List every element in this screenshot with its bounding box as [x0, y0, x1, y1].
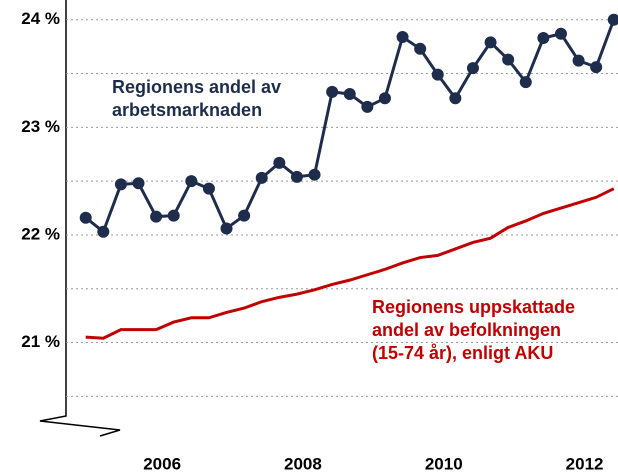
- point: [79, 211, 92, 224]
- x-tick-label: 2006: [143, 454, 181, 473]
- point: [572, 54, 585, 67]
- series-label: Regionens uppskattade: [372, 297, 575, 317]
- series-label: Regionens andel av: [112, 77, 281, 97]
- point: [132, 177, 145, 190]
- point: [326, 85, 339, 98]
- point: [607, 13, 618, 26]
- y-tick-label: 22 %: [21, 224, 60, 243]
- point: [343, 87, 356, 100]
- point: [273, 156, 286, 169]
- point: [537, 32, 550, 45]
- point: [220, 222, 233, 235]
- point: [431, 68, 444, 81]
- point: [97, 225, 110, 238]
- series-label: arbetsmarknaden: [112, 100, 262, 120]
- x-tick-label: 2008: [284, 454, 322, 473]
- y-tick-label: 24 %: [21, 9, 60, 28]
- point: [114, 178, 127, 191]
- point: [308, 168, 321, 181]
- y-tick-label: 21 %: [21, 332, 60, 351]
- point: [590, 61, 603, 74]
- x-tick-label: 2012: [566, 454, 604, 473]
- point: [414, 42, 427, 55]
- point: [554, 27, 567, 40]
- point: [361, 100, 374, 113]
- point: [238, 209, 251, 222]
- series-label: andel av befolkningen: [372, 320, 561, 340]
- point: [396, 30, 409, 43]
- point: [484, 36, 497, 49]
- axis-break: [39, 0, 121, 437]
- point: [449, 92, 462, 105]
- point: [502, 53, 515, 66]
- y-tick-label: 23 %: [21, 117, 60, 136]
- point: [150, 210, 163, 223]
- point: [378, 92, 391, 105]
- series-label: (15-74 år), enligt AKU: [372, 343, 553, 363]
- point: [290, 170, 303, 183]
- point: [185, 175, 198, 188]
- point: [255, 171, 268, 184]
- series-line: [84, 19, 616, 235]
- point: [466, 62, 479, 75]
- point: [519, 76, 532, 89]
- point: [167, 209, 180, 222]
- point: [202, 182, 215, 195]
- x-tick-label: 2010: [425, 454, 463, 473]
- series-line: [85, 187, 615, 340]
